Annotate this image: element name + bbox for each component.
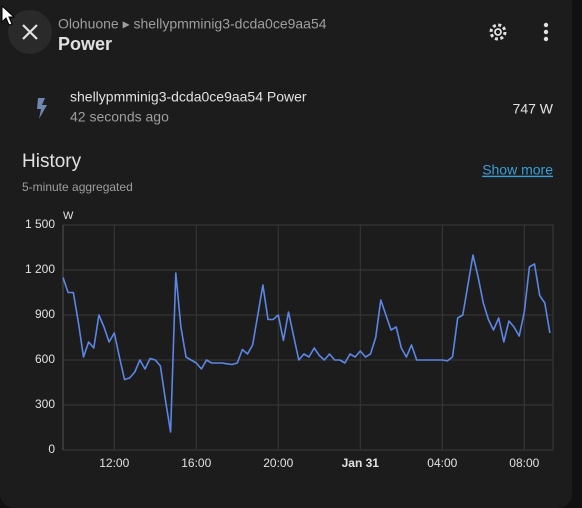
settings-icon (489, 23, 507, 41)
cursor (1, 4, 16, 26)
menu-button[interactable] (543, 22, 549, 42)
y-tick-label: 900 (35, 307, 55, 321)
y-tick-label: 1 200 (25, 262, 55, 276)
entity-name: shellypmminig3-dcda0ce9aa54 Power (70, 89, 307, 105)
x-tick-label: 16:00 (181, 456, 211, 470)
x-tick-label: 20:00 (263, 456, 293, 470)
x-tick-label: 12:00 (99, 456, 129, 470)
history-title: History (22, 151, 82, 172)
y-tick-label: 300 (35, 397, 55, 411)
entity-state: 747 W (513, 101, 554, 117)
y-tick-label: 1 500 (25, 217, 55, 231)
settings-button[interactable] (489, 23, 507, 41)
dialog-title: Power (58, 34, 112, 54)
y-axis-unit: W (63, 210, 74, 222)
menu-dot (543, 36, 549, 42)
y-tick-label: 0 (48, 442, 55, 456)
entity-icon (37, 98, 47, 119)
entity-updated: 42 seconds ago (70, 109, 169, 125)
settings-icon-hub (494, 28, 502, 36)
x-tick-label: Jan 31 (342, 456, 380, 470)
breadcrumb: Olohuone ▸ shellypmminig3-dcda0ce9aa54 (58, 16, 327, 32)
menu-dot (543, 22, 549, 28)
show-more-link[interactable]: Show more (482, 162, 553, 178)
data-line (62, 254, 551, 433)
y-tick-label: 600 (35, 352, 55, 366)
history-subtitle: 5-minute aggregated (22, 180, 133, 194)
menu-dot (543, 29, 549, 35)
x-tick-label: 04:00 (427, 456, 457, 470)
close-icon (22, 24, 38, 40)
x-tick-label: 08:00 (509, 456, 539, 470)
